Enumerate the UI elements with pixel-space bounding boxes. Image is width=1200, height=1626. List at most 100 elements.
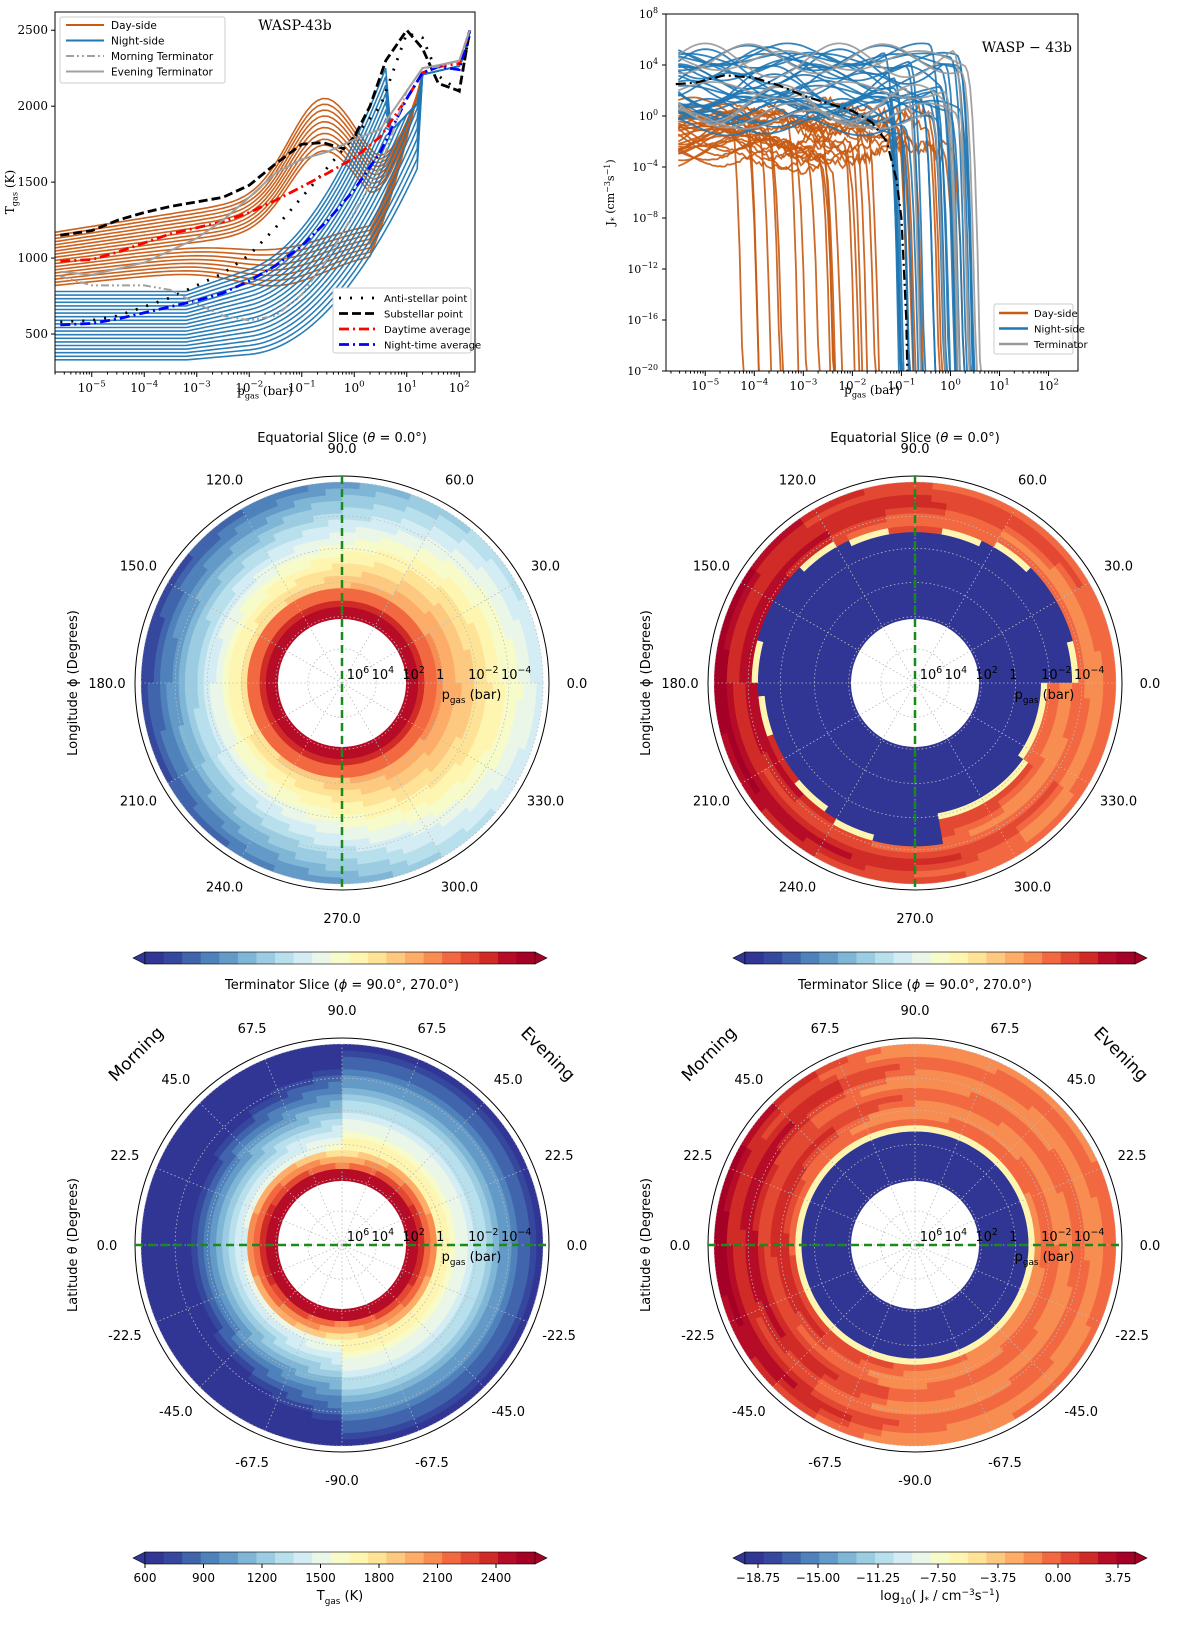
jse-colorbar-extend-high	[1135, 952, 1147, 964]
jse-colorbar-cell	[912, 952, 931, 964]
jse-colorbar-cell	[782, 952, 801, 964]
jse-radial-tick-sup: −4	[1090, 665, 1104, 676]
jse-contour-cell	[832, 683, 839, 690]
tp-xtick-label-sup: 1	[412, 380, 418, 390]
tge-radial-tick-sup: −4	[517, 665, 531, 676]
tge-contour-cell	[330, 809, 342, 816]
tge-contour-cell	[216, 683, 223, 694]
tgt-contour-cell	[330, 1106, 342, 1113]
tge-contour-cell	[342, 538, 355, 545]
tge-contour-cell	[330, 815, 342, 822]
tge-radial-tick-base: 10	[468, 668, 485, 683]
js-ytick-label: 10−4	[632, 159, 658, 174]
js-ytick-label-sup: −16	[641, 312, 658, 321]
tgt-contour-cell	[342, 1125, 352, 1132]
tge-contour-cell	[331, 557, 342, 564]
tge-colorbar-cell	[164, 952, 183, 964]
tge-contour-cell	[328, 834, 342, 841]
jse-contour-cell	[915, 834, 929, 841]
tge-contour-cell	[342, 557, 353, 564]
jse-radial-tick-base: 10	[920, 668, 937, 683]
tge-contour-cell	[153, 683, 160, 699]
js-title: WASP − 43b	[982, 40, 1072, 56]
jse-radial-tick-base: 10	[975, 668, 992, 683]
tp-legend-label: Night-side	[111, 36, 165, 48]
tge-contour-cell	[330, 544, 342, 551]
tge-contour-cell	[329, 827, 342, 834]
tge-radial-tick-sup: 4	[388, 665, 394, 676]
tge-contour-cell	[455, 683, 462, 693]
tgt-contour-cell	[449, 1245, 456, 1255]
tge-radial-tick-base: 10	[347, 668, 364, 683]
jse-colorbar-cell	[764, 952, 783, 964]
tge-contour-cell	[324, 877, 342, 884]
tp-xtick-label-base: 10	[344, 381, 359, 395]
jse-radial-tick: 1	[1009, 668, 1017, 683]
jse-contour-cell	[720, 683, 727, 700]
jse-contour-cell	[714, 665, 721, 683]
tgt-contour-cell	[328, 1088, 342, 1095]
js-ytick-label-base: 10	[632, 212, 646, 225]
tge-contour-cell	[431, 683, 438, 691]
jse-contour-cell	[1084, 683, 1091, 698]
jse-angle-tick: 30.0	[1104, 560, 1133, 575]
tge-colorbar-cell	[331, 952, 350, 964]
tgt-contour-cell	[342, 1309, 348, 1315]
jse-contour-cell	[751, 669, 758, 683]
tge-contour-cell	[325, 488, 342, 495]
tp-ytick-label: 2000	[17, 99, 48, 113]
tge-contour-cell	[342, 482, 360, 489]
jse-contour-cell	[915, 803, 926, 810]
tp-xtick-label: 10−5	[78, 380, 106, 395]
jse-contour-cell	[984, 689, 991, 696]
jse-contour-cell	[899, 501, 915, 508]
tgt-contour-cell	[333, 1346, 342, 1353]
tge-contour-cell	[141, 683, 148, 701]
tge-contour-cell	[342, 519, 356, 526]
jse-contour-cell	[991, 683, 998, 690]
tge-angle-tick: 300.0	[441, 881, 478, 896]
tge-colorbar-cell	[498, 952, 517, 964]
jse-contour-cell	[839, 670, 846, 677]
tge-colorbar-cell	[424, 952, 443, 964]
js-ytick-label: 10−16	[627, 312, 658, 327]
tge-contour-cell	[342, 532, 355, 539]
jse-title: Equatorial Slice (θ = 0.0°)	[830, 431, 1000, 446]
js-day-side-line	[678, 112, 744, 384]
jse-contour-cell	[898, 871, 915, 878]
tge-contour-cell	[342, 494, 358, 501]
jse-contour-cell	[915, 544, 927, 551]
tge-contour-cell	[266, 670, 273, 677]
js-ytick-label: 104	[639, 57, 658, 72]
tge-colorbar	[133, 952, 547, 964]
tge-radial-tick-sup: 2	[419, 665, 425, 676]
tgt-contour-cell	[336, 1309, 342, 1315]
jse-radial-tick-base: 10	[945, 668, 962, 683]
tgt-contour-cell	[334, 1156, 342, 1163]
tge-contour-cell	[342, 840, 356, 847]
js-ytick-label-sup: 8	[653, 6, 658, 15]
tge-contour-cell	[191, 683, 198, 696]
tge-contour-cell	[342, 507, 357, 514]
tge-angle-tick: 30.0	[531, 560, 560, 575]
tge-angle-tick: 210.0	[120, 795, 157, 810]
tp-legend-label: Morning Terminator	[111, 51, 214, 63]
jse-colorbar-cell	[1061, 952, 1080, 964]
jse-contour-cell	[906, 575, 915, 582]
tge-contour-cell	[418, 683, 425, 690]
jse-contour-cell	[1103, 683, 1110, 700]
js-ytick-label-base: 10	[639, 59, 653, 72]
tp-legend-label: Anti-stellar point	[384, 294, 467, 305]
jse-contour-cell	[1028, 673, 1035, 683]
jse-contour-cell	[915, 563, 925, 570]
tgt-contour-cell	[334, 1327, 342, 1334]
js-ylabel-part: )	[604, 159, 617, 163]
jse-colorbar-cell	[1079, 952, 1098, 964]
jse-title-part: = 0.0°)	[948, 431, 999, 446]
tge-contour-cell	[342, 551, 354, 558]
jse-contour-cell	[915, 538, 928, 545]
tgt-contour-cell	[272, 1233, 279, 1240]
jse-colorbar-cell	[1098, 952, 1117, 964]
